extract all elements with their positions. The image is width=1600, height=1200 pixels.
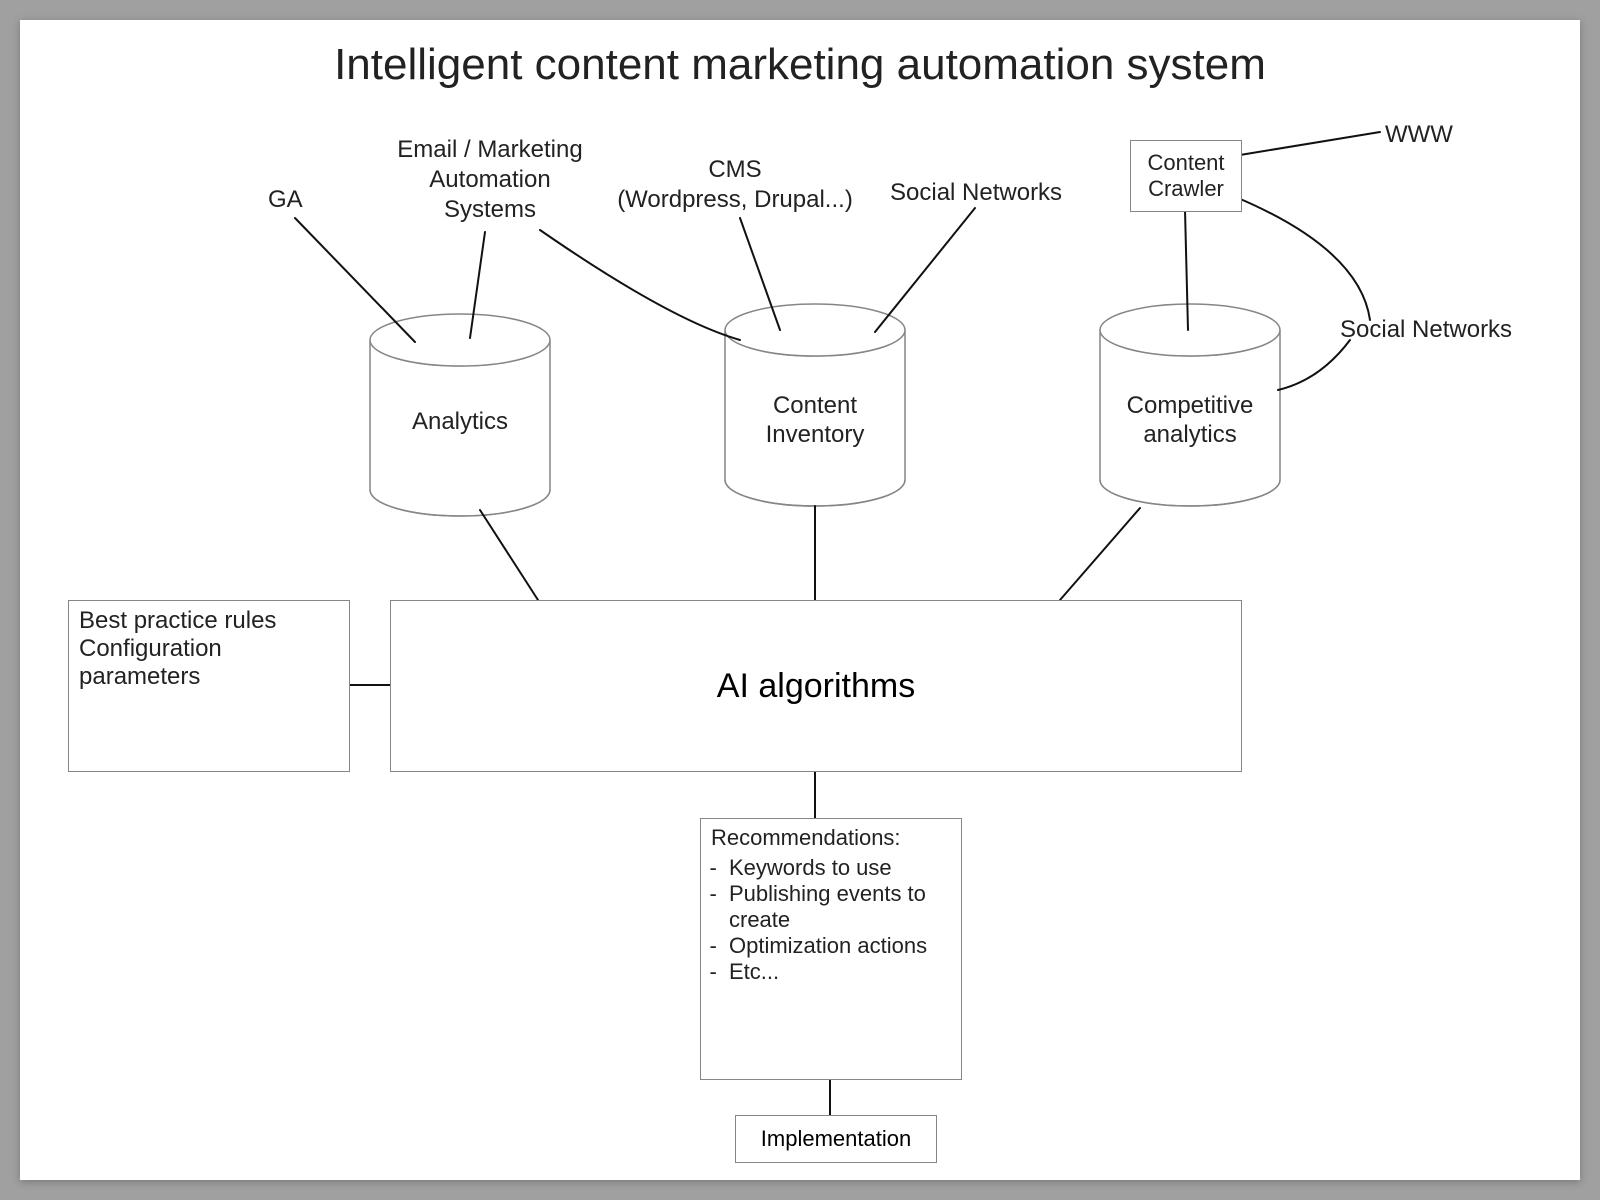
box-ai-algorithms-label: AI algorithms (717, 667, 915, 706)
label-social-networks-1: Social Networks (890, 178, 1062, 208)
box-content-crawler-label: Content Crawler (1147, 150, 1224, 203)
recommendations-item: Etc... (729, 959, 951, 985)
box-implementation: Implementation (735, 1115, 937, 1163)
label-www: WWW (1385, 120, 1453, 150)
box-best-practice-label: Best practice rules Configuration parame… (69, 601, 349, 697)
label-cms: CMS (Wordpress, Drupal...) (595, 155, 875, 215)
cylinder-label-competitive: Competitive analytics (1110, 392, 1270, 450)
recommendations-item: Publishing events to create (729, 881, 951, 933)
box-recommendations: Recommendations: Keywords to use Publish… (700, 818, 962, 1080)
recommendations-item: Keywords to use (729, 855, 951, 881)
cylinder-label-analytics: Analytics (380, 408, 540, 437)
label-social-networks-2: Social Networks (1340, 315, 1512, 345)
diagram-page: Intelligent content marketing automation… (20, 20, 1580, 1180)
recommendations-item: Optimization actions (729, 933, 951, 959)
box-best-practice: Best practice rules Configuration parame… (68, 600, 350, 772)
box-ai-algorithms: AI algorithms (390, 600, 1242, 772)
label-ga: GA (268, 185, 303, 215)
box-content-crawler: Content Crawler (1130, 140, 1242, 212)
box-implementation-label: Implementation (761, 1126, 911, 1152)
recommendations-title: Recommendations: (711, 825, 951, 851)
label-email: Email / Marketing Automation Systems (380, 135, 600, 225)
recommendations-list: Keywords to use Publishing events to cre… (711, 855, 951, 985)
cylinder-label-content: Content Inventory (735, 392, 895, 450)
